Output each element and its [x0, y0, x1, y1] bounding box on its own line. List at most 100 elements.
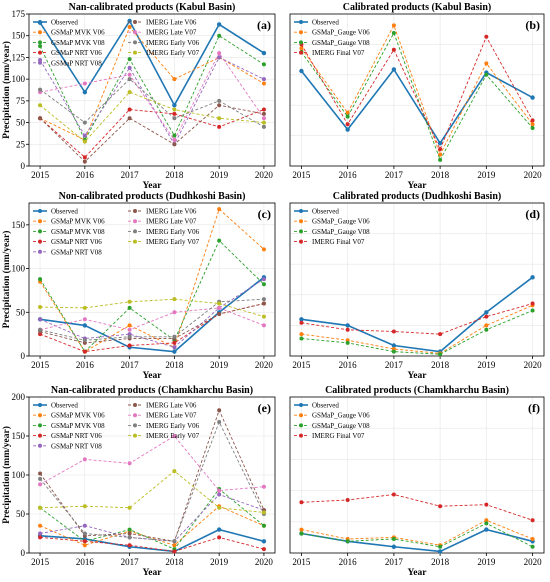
panel-d-legend-marker-observed: [299, 209, 303, 213]
panel-c-point-imerg-early-v07: [38, 305, 43, 310]
panel-c-point-imerg-late-v07: [217, 305, 222, 310]
panel-b-point-gsmap-gauge-v06: [530, 122, 535, 127]
panel-e-line-observed: [40, 528, 265, 553]
panel-a-line-imerg-late-v07: [39, 52, 265, 141]
panel-e-point-imerg-late-v07: [38, 482, 43, 487]
panel-c-y-tick-label: 0: [21, 351, 26, 361]
panel-c-point-gsmap-nrt-v06: [82, 349, 87, 354]
panel-e-point-imerg-early-v07: [127, 505, 132, 510]
panel-b-legend-marker-observed: [299, 20, 303, 24]
panel-b-line-imerg-final-v07: [301, 35, 533, 151]
panel-d-line-gsmap-gauge-v08: [301, 310, 533, 355]
panel-a-legend-marker-imerg-late-v07: [133, 30, 137, 35]
panel-f-point-imerg-final-v07: [345, 497, 350, 502]
panel-d-point-observed: [345, 323, 350, 328]
panel-b-point-gsmap-gauge-v06: [438, 152, 443, 157]
panel-a-x-tick-label: 2019: [210, 170, 229, 180]
panel-e-point-imerg-late-v07: [82, 457, 87, 462]
panel-e-legend-label-imerg-late-v06: IMERG Late V06: [146, 402, 197, 410]
panel-e-legend-label-gsmap-nrt-v06: GSMaP NRT V06: [51, 432, 102, 440]
panel-e-point-gsmap-nrt-v06: [172, 549, 177, 554]
panel-e-legend-label-imerg-early-v06: IMERG Early V06: [146, 422, 200, 430]
panel-a-y-tick-label: 175: [12, 9, 26, 19]
panel-f-legend-label-observed: Observed: [312, 402, 339, 410]
panel-a-point-imerg-early-v06: [217, 98, 222, 103]
panel-b-point-observed: [437, 141, 443, 146]
panel-c-letter: (c): [258, 207, 271, 221]
panel-e-legend-label-gsmap-nrt-v08: GSMaP NRT V08: [51, 442, 102, 450]
panel-a-legend-label-gsmap-mvk-v08: GSMaP MVK V08: [51, 39, 105, 47]
panel-c-x-axis-label: Year: [143, 371, 163, 381]
panel-a-point-imerg-early-v06: [172, 116, 177, 121]
panel-b-point-observed: [345, 127, 350, 132]
panel-d-x-tick-label: 2017: [385, 360, 404, 370]
panel-e-x-tick-label: 2016: [76, 557, 95, 567]
panel-d-point-gsmap-gauge-v08: [438, 352, 443, 357]
panel-c-legend-marker-imerg-early-v07: [133, 239, 137, 244]
panel-a-y-tick-label: 100: [12, 74, 26, 84]
panel-d-point-observed: [391, 343, 397, 348]
panel-e-line-gsmap-mvk-v06: [39, 505, 265, 546]
panel-a-point-imerg-early-v07: [38, 103, 43, 108]
panel-d-legend-label-imerg-final-v07: IMERG Final V07: [312, 238, 365, 246]
panel-b-legend-label-gsmap-gauge-v08: GSMaP_Gauge V08: [312, 39, 370, 47]
panel-f-point-observed: [437, 549, 443, 554]
panel-d-point-observed: [530, 275, 535, 280]
panel-f-legend-marker-imerg-final-v07: [299, 433, 303, 438]
panel-a-point-imerg-late-v06: [127, 116, 132, 121]
panel-b-line-gsmap-gauge-v06: [301, 24, 533, 156]
panel-e-point-imerg-early-v06: [172, 539, 177, 544]
panel-c-y-tick-label: 50: [16, 307, 26, 317]
panel-c-point-gsmap-mvk-v06: [261, 247, 266, 252]
panel-c-title: Non-calibrated products (Dudhkoshi Basin…: [59, 191, 246, 202]
panel-f-point-gsmap-gauge-v08: [299, 531, 304, 536]
panel-a-frame: [28, 13, 276, 167]
panel-c-x-tick-label: 2020: [255, 360, 274, 370]
panel-e-x-axis-label: Year: [143, 568, 163, 577]
panel-c-point-imerg-early-v07: [82, 305, 87, 310]
panel-a-line-imerg-early-v07: [39, 91, 264, 143]
panel-a-point-gsmap-mvk-v06: [127, 25, 132, 30]
panel-b-title: Calibrated products (Kabul Basin): [343, 2, 491, 13]
panel-b-legend-marker-gsmap-gauge-v08: [299, 40, 303, 45]
panel-f-point-gsmap-gauge-v08: [530, 544, 535, 549]
panel-f-point-imerg-final-v07: [438, 504, 443, 509]
panel-f-point-imerg-final-v07: [530, 518, 535, 523]
panel-d-title: Calibrated products (Dudhkoshi Basin): [333, 191, 501, 202]
panel-f: Calibrated products (Chamkharchu Basin) 2…: [289, 385, 545, 578]
panel-c-point-gsmap-mvk-v06: [217, 207, 222, 212]
panel-f-legend-label-gsmap-gauge-v06: GSMaP_Gauge V06: [312, 412, 370, 420]
panel-b-point-gsmap-gauge-v06: [484, 61, 489, 66]
panel-c-point-imerg-late-v06: [217, 312, 222, 317]
panel-b-x-tick-label: 2017: [385, 170, 404, 180]
panel-c-legend-label-observed: Observed: [51, 208, 78, 216]
panel-f-point-gsmap-gauge-v06: [484, 518, 489, 523]
panel-e-y-axis-label: Precipitation (mm/year): [1, 426, 12, 524]
panel-c-line-gsmap-mvk-v08: [39, 239, 265, 353]
panel-d-x-tick-label: 2016: [339, 360, 358, 370]
panel-e-point-imerg-early-v07: [172, 469, 177, 474]
panel-a-y-tick-label: 50: [16, 118, 26, 128]
panel-c-point-gsmap-mvk-v08: [38, 277, 43, 282]
panel-a-x-tick-label: 2015: [31, 170, 50, 180]
panel-d: Calibrated products (Dudhkoshi Basin) 201…: [289, 191, 545, 381]
panel-a-point-gsmap-mvk-v08: [127, 57, 132, 62]
panel-a-point-imerg-late-v07: [127, 72, 132, 77]
panel-c-point-gsmap-nrt-v08: [261, 277, 266, 282]
panel-e-y-tick-label: 200: [12, 392, 26, 402]
panel-c-point-imerg-early-v06: [38, 327, 43, 332]
panel-a-legend-label-imerg-late-v07: IMERG Late V07: [146, 29, 197, 37]
panel-c-legend-marker-gsmap-mvk-v08: [38, 229, 42, 234]
panel-c-line-observed: [39, 276, 265, 353]
panel-f-x-tick-label: 2018: [431, 557, 450, 567]
panel-b-point-imerg-final-v07: [391, 47, 396, 52]
panel-c-frame: [28, 202, 276, 357]
panel-b-point-gsmap-gauge-v06: [345, 110, 350, 115]
panel-c-legend-marker-gsmap-nrt-v06: [38, 239, 42, 244]
panel-c-y-tick-label: 100: [12, 264, 26, 274]
panel-d-point-gsmap-gauge-v08: [299, 336, 304, 341]
panel-a-point-gsmap-mvk-v08: [38, 44, 43, 49]
panel-e-line-imerg-early-v07: [40, 470, 264, 513]
panel-b-point-gsmap-gauge-v08: [345, 114, 350, 119]
panel-d-point-imerg-final-v07: [391, 329, 396, 334]
